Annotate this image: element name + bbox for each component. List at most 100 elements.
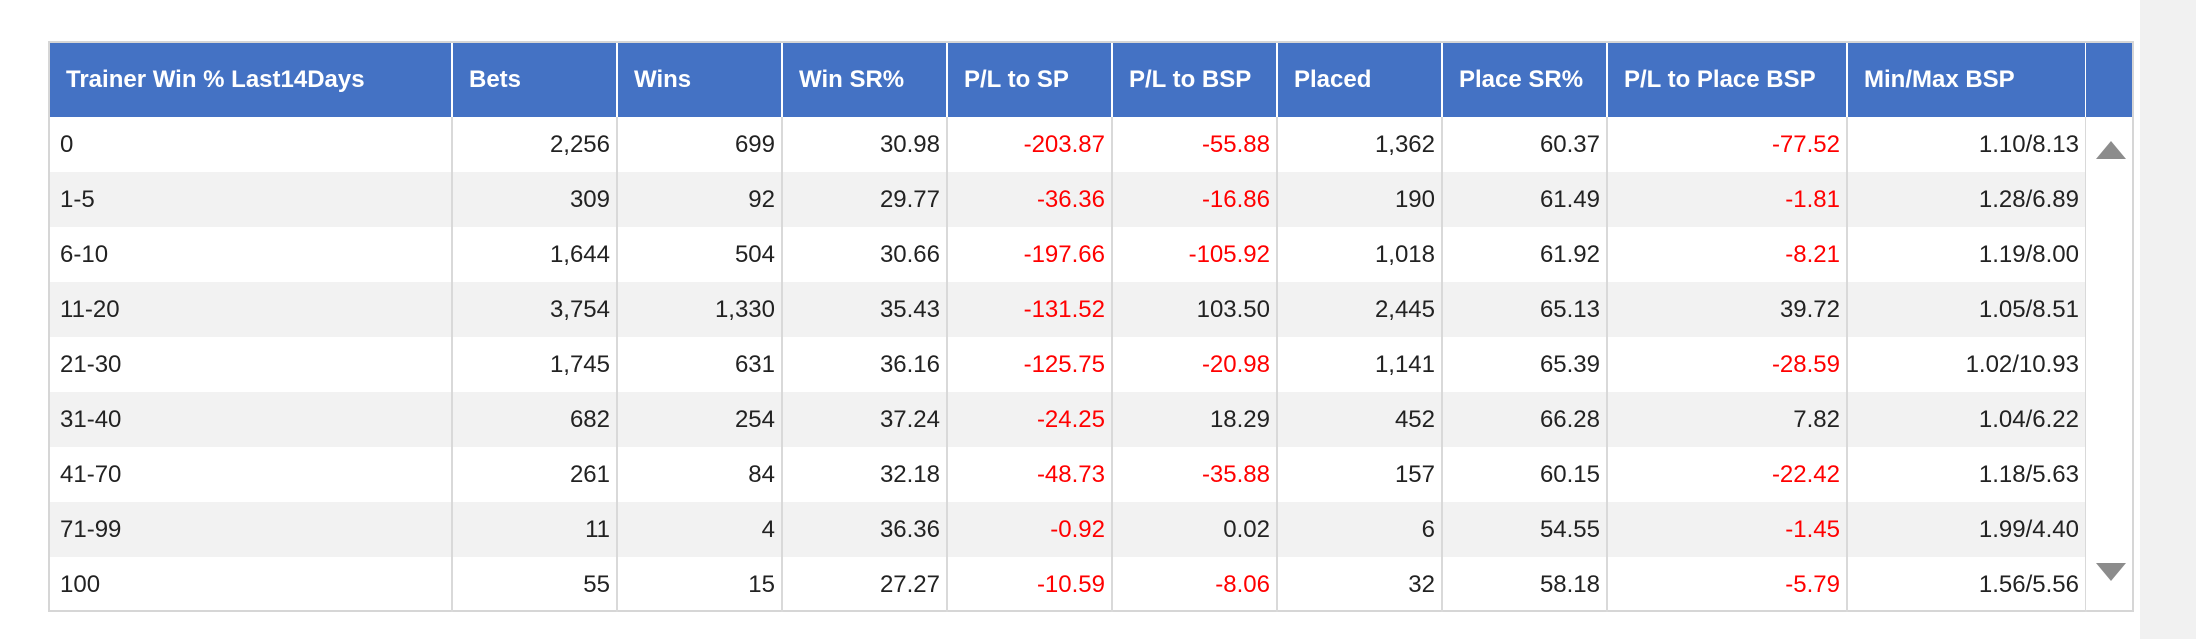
table-cell: -22.42 xyxy=(1607,447,1848,502)
scroll-down-icon[interactable] xyxy=(2096,563,2126,581)
table-row: 11-20 3,754 1,330 35.43 -131.52 103.50 2,445 65… xyxy=(50,282,2087,337)
table-cell: -125.75 xyxy=(947,337,1113,392)
table-row: 41-70 261 84 32.18 -48.73 -35.88 157 60.15 -22.4… xyxy=(50,447,2087,502)
table-cell: 0.02 xyxy=(1112,502,1278,557)
table-cell: 37.24 xyxy=(782,392,948,447)
table-cell: -1.45 xyxy=(1607,502,1848,557)
table-cell: 29.77 xyxy=(782,172,948,227)
table-cell: 6 xyxy=(1277,502,1443,557)
table-cell: 36.36 xyxy=(782,502,948,557)
table-cell: 32.18 xyxy=(782,447,948,502)
table-cell: 27.27 xyxy=(782,557,948,612)
table-cell: 84 xyxy=(617,447,783,502)
row-label-cell: 21-30 xyxy=(50,337,453,392)
table-cell: 190 xyxy=(1277,172,1443,227)
table-cell: 61.49 xyxy=(1442,172,1608,227)
table-cell: 30.98 xyxy=(782,117,948,172)
column-header[interactable]: Win SR% xyxy=(782,43,948,117)
table-cell: 157 xyxy=(1277,447,1443,502)
row-label-cell: 0 xyxy=(50,117,453,172)
table-cell: -35.88 xyxy=(1112,447,1278,502)
table-cell: 103.50 xyxy=(1112,282,1278,337)
column-header[interactable]: P/L to Place BSP xyxy=(1607,43,1848,117)
table-cell: 65.39 xyxy=(1442,337,1608,392)
table-row: 31-40 682 254 37.24 -24.25 18.29 452 66.28 7.82 1… xyxy=(50,392,2087,447)
table-cell: -197.66 xyxy=(947,227,1113,282)
table-cell: 309 xyxy=(452,172,618,227)
column-header[interactable]: Wins xyxy=(617,43,783,117)
table-cell: -10.59 xyxy=(947,557,1113,612)
table-cell: 1.19/8.00 xyxy=(1847,227,2087,282)
table-cell: 55 xyxy=(452,557,618,612)
table-cell: 1.99/4.40 xyxy=(1847,502,2087,557)
table-cell: 1.56/5.56 xyxy=(1847,557,2087,612)
table-cell: 92 xyxy=(617,172,783,227)
table-cell: 504 xyxy=(617,227,783,282)
table-cell: 18.29 xyxy=(1112,392,1278,447)
table-cell: -5.79 xyxy=(1607,557,1848,612)
table-cell: 2,445 xyxy=(1277,282,1443,337)
table-cell: 699 xyxy=(617,117,783,172)
table-cell: -20.98 xyxy=(1112,337,1278,392)
table-cell: 1.04/6.22 xyxy=(1847,392,2087,447)
table-cell: 2,256 xyxy=(452,117,618,172)
row-label-cell: 100 xyxy=(50,557,453,612)
table-cell: -48.73 xyxy=(947,447,1113,502)
table-body: 0 2,256 699 30.98 -203.87 -55.88 1,362 60.37 -77… xyxy=(50,117,2087,612)
table-row: 71-99 11 4 36.36 -0.92 0.02 6 54.55 -1.45 1.99/4.… xyxy=(50,502,2087,557)
table-cell: 1.28/6.89 xyxy=(1847,172,2087,227)
table-cell: 30.66 xyxy=(782,227,948,282)
table-cell: 11 xyxy=(452,502,618,557)
column-header[interactable]: Bets xyxy=(452,43,618,117)
table-row: 6-10 1,644 504 30.66 -197.66 -105.92 1,018 61.9… xyxy=(50,227,2087,282)
table-row: 0 2,256 699 30.98 -203.87 -55.88 1,362 60.37 -77… xyxy=(50,117,2087,172)
table-cell: 4 xyxy=(617,502,783,557)
column-header[interactable]: Place SR% xyxy=(1442,43,1608,117)
table-cell: 60.15 xyxy=(1442,447,1608,502)
table-cell: 1,644 xyxy=(452,227,618,282)
table-cell: 39.72 xyxy=(1607,282,1848,337)
table-cell: -28.59 xyxy=(1607,337,1848,392)
table-cell: -0.92 xyxy=(947,502,1113,557)
table-cell: 1,330 xyxy=(617,282,783,337)
table-cell: 682 xyxy=(452,392,618,447)
table-cell: 61.92 xyxy=(1442,227,1608,282)
table-cell: -105.92 xyxy=(1112,227,1278,282)
table-cell: 35.43 xyxy=(782,282,948,337)
row-label-cell: 41-70 xyxy=(50,447,453,502)
row-label-cell: 31-40 xyxy=(50,392,453,447)
column-header[interactable]: P/L to SP xyxy=(947,43,1113,117)
table-cell: 7.82 xyxy=(1607,392,1848,447)
table-row: 21-30 1,745 631 36.16 -125.75 -20.98 1,141 65.3… xyxy=(50,337,2087,392)
row-label-cell: 6-10 xyxy=(50,227,453,282)
table-cell: 1,141 xyxy=(1277,337,1443,392)
column-header[interactable]: P/L to BSP xyxy=(1112,43,1278,117)
table-cell: -55.88 xyxy=(1112,117,1278,172)
table-cell: 1,018 xyxy=(1277,227,1443,282)
table-cell: 261 xyxy=(452,447,618,502)
table-cell: -8.21 xyxy=(1607,227,1848,282)
column-header[interactable]: Placed xyxy=(1277,43,1443,117)
scrollbar[interactable] xyxy=(2086,117,2132,610)
column-header[interactable]: Trainer Win % Last14Days xyxy=(50,43,453,117)
trainer-win-table: Trainer Win % Last14Days Bets Wins Win SR% P… xyxy=(50,43,2087,612)
table-cell: -16.86 xyxy=(1112,172,1278,227)
table-cell: 1.05/8.51 xyxy=(1847,282,2087,337)
right-margin-strip xyxy=(2140,0,2196,639)
row-label-cell: 71-99 xyxy=(50,502,453,557)
table-cell: -1.81 xyxy=(1607,172,1848,227)
table-cell: 54.55 xyxy=(1442,502,1608,557)
table-cell: 1.18/5.63 xyxy=(1847,447,2087,502)
column-header[interactable]: Min/Max BSP xyxy=(1847,43,2087,117)
scroll-up-icon[interactable] xyxy=(2096,141,2126,159)
table-cell: -8.06 xyxy=(1112,557,1278,612)
table-cell: 1.02/10.93 xyxy=(1847,337,2087,392)
table-cell: -77.52 xyxy=(1607,117,1848,172)
table-cell: -24.25 xyxy=(947,392,1113,447)
table-cell: -36.36 xyxy=(947,172,1113,227)
table-cell: 631 xyxy=(617,337,783,392)
header-row: Trainer Win % Last14Days Bets Wins Win SR% P… xyxy=(50,43,2087,117)
table-cell: 1,745 xyxy=(452,337,618,392)
table-cell: 1,362 xyxy=(1277,117,1443,172)
